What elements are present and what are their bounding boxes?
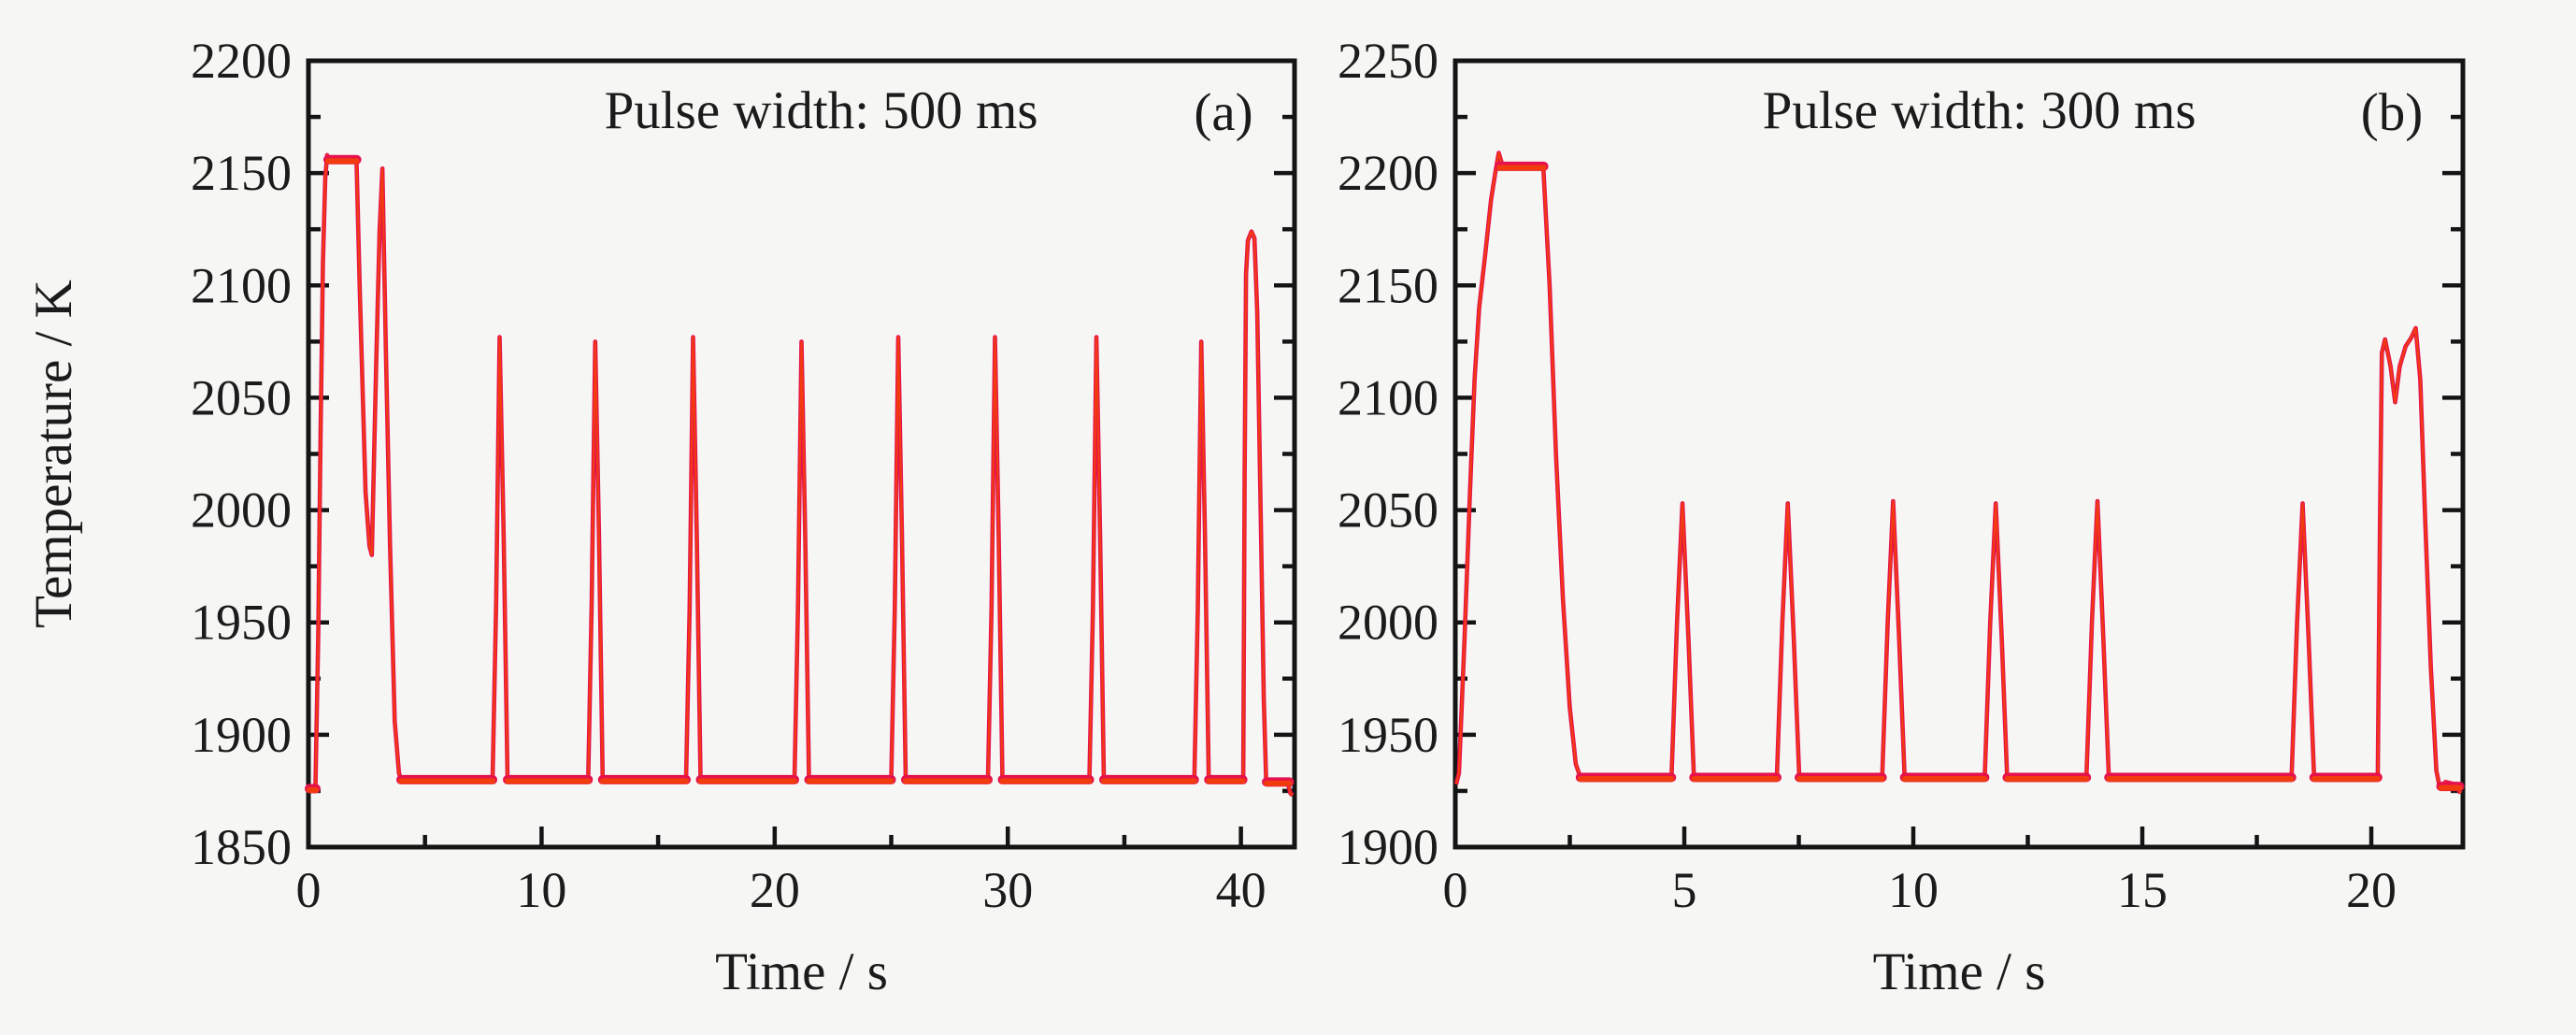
- panel-letter-b: (b): [2361, 83, 2423, 142]
- x-axis-title-a: Time / s: [715, 942, 888, 1001]
- y-tick-label-a: 1900: [191, 707, 292, 763]
- y-tick-label-b: 2250: [1338, 33, 1438, 89]
- x-tick-label-a: 20: [750, 862, 800, 918]
- x-tick-label-b: 15: [2117, 862, 2168, 918]
- x-tick-label-b: 5: [1672, 862, 1697, 918]
- y-tick-label-b: 2000: [1338, 595, 1438, 651]
- y-tick-label-b: 1900: [1338, 819, 1438, 875]
- y-tick-label-a: 1950: [191, 595, 292, 651]
- trace-core-b: [1454, 151, 2462, 794]
- x-tick-label-b: 20: [2346, 862, 2397, 918]
- y-tick-label-b: 2050: [1338, 482, 1438, 539]
- y-tick-label-a: 2150: [191, 145, 292, 201]
- y-tick-label-a: 1850: [191, 819, 292, 875]
- x-axis-title-b: Time / s: [1873, 942, 2046, 1001]
- x-tick-label-a: 0: [296, 862, 322, 918]
- y-tick-label-a: 2100: [191, 257, 292, 313]
- y-tick-label-b: 1950: [1338, 707, 1438, 763]
- y-tick-label-b: 2100: [1338, 369, 1438, 425]
- y-tick-label-b: 2200: [1338, 145, 1438, 201]
- x-tick-label-b: 0: [1443, 862, 1468, 918]
- y-axis-title-a: Temperature / K: [24, 280, 83, 628]
- x-tick-label-a: 40: [1216, 862, 1267, 918]
- y-tick-label-a: 2050: [191, 369, 292, 425]
- y-tick-label-b: 2150: [1338, 257, 1438, 313]
- panel-title-b: Pulse width: 300 ms: [1763, 81, 2197, 140]
- x-tick-label-a: 10: [516, 862, 566, 918]
- x-tick-label-b: 10: [1888, 862, 1939, 918]
- x-tick-label-a: 30: [982, 862, 1033, 918]
- y-tick-label-a: 2000: [191, 482, 292, 539]
- trace-edge-a: [307, 152, 1295, 798]
- panel-letter-a: (a): [1194, 83, 1252, 142]
- y-tick-label-a: 2200: [191, 33, 292, 89]
- panel-title-a: Pulse width: 500 ms: [605, 81, 1038, 140]
